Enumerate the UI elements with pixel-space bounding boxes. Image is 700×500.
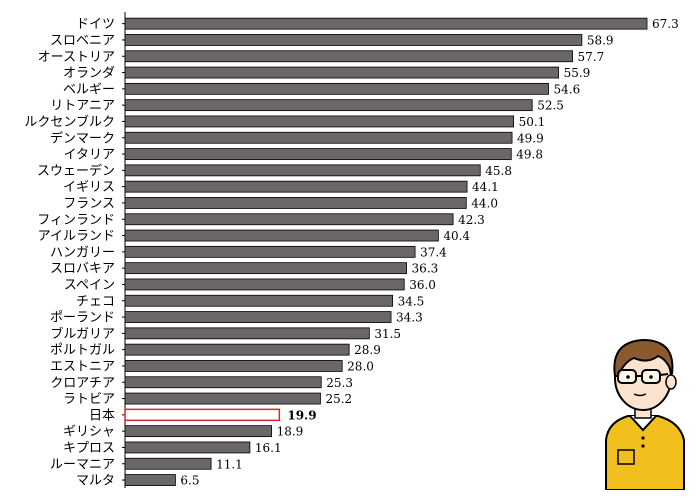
bar-24	[124, 408, 281, 422]
category-label-11: フランス	[63, 196, 115, 211]
category-label-16: スペイン	[64, 278, 115, 293]
bar-2	[124, 50, 573, 63]
value-label-20: 28.9	[354, 343, 381, 357]
value-label-18: 34.3	[396, 311, 423, 325]
category-label-4: ベルギー	[63, 82, 115, 97]
value-label-24: 19.9	[287, 408, 316, 422]
category-label-21: エストニア	[50, 359, 115, 374]
bar-7	[124, 131, 513, 144]
category-label-27: ルーマニア	[50, 457, 115, 472]
category-label-3: オランダ	[63, 66, 115, 81]
value-label-7: 49.9	[517, 131, 544, 145]
value-label-1: 58.9	[587, 33, 614, 47]
value-labels: 67.3 58.9 57.7 55.9 54.6 52.5 50.1 49.9 49.8 45.8…	[180, 17, 678, 487]
category-label-2: オーストリア	[38, 50, 115, 65]
value-label-6: 50.1	[519, 115, 546, 129]
value-label-4: 54.6	[553, 82, 580, 96]
value-label-10: 44.1	[472, 180, 499, 194]
category-label-0: ドイツ	[76, 17, 115, 32]
category-label-5: リトアニア	[50, 99, 115, 114]
value-label-26: 16.1	[255, 441, 282, 455]
category-label-17: チェコ	[76, 294, 115, 309]
bar-28	[124, 474, 176, 486]
value-label-11: 44.0	[471, 196, 498, 210]
bar-11	[124, 197, 467, 209]
category-label-1: スロベニア	[50, 33, 115, 48]
category-label-8: イタリア	[64, 148, 115, 163]
category-label-9: スウェーデン	[37, 163, 115, 179]
category-label-28: マルタ	[76, 474, 115, 489]
bar-1	[124, 34, 583, 46]
bar-16	[124, 278, 405, 291]
category-label-15: スロバキア	[50, 262, 115, 277]
value-label-0: 67.3	[652, 17, 679, 31]
bar-17	[124, 294, 393, 307]
bar-27	[124, 457, 212, 470]
bar-12	[124, 213, 454, 226]
bar-23	[124, 392, 321, 405]
bar-9	[124, 164, 481, 177]
value-label-14: 37.4	[420, 245, 447, 259]
bar-20	[124, 343, 350, 356]
value-label-28: 6.5	[180, 474, 199, 488]
bar-4	[124, 82, 549, 95]
category-label-12: フィンランド	[37, 213, 115, 228]
value-label-22: 25.3	[326, 376, 353, 390]
category-label-23: ラトビア	[63, 392, 115, 407]
value-label-21: 28.0	[347, 359, 374, 373]
value-label-5: 52.5	[537, 99, 564, 113]
y-axis-ticks	[122, 23, 125, 481]
bars-group	[124, 17, 648, 486]
category-label-25: ギリシャ	[63, 425, 115, 440]
category-label-22: クロアチア	[50, 376, 115, 391]
value-label-27: 11.1	[216, 457, 243, 471]
value-label-25: 18.9	[277, 425, 304, 439]
value-label-17: 34.5	[398, 294, 425, 308]
bar-0	[124, 17, 648, 30]
bar-25	[124, 425, 272, 438]
category-label-24: 日本	[89, 408, 115, 423]
bar-6	[124, 115, 514, 128]
bar-10	[124, 180, 468, 193]
value-label-23: 25.2	[325, 392, 352, 406]
value-label-15: 36.3	[412, 262, 439, 276]
category-label-7: デンマーク	[50, 130, 115, 146]
category-labels: ドイツスロベニアオーストリアオランダベルギーリトアニアルクセンブルクデンマークイ…	[24, 17, 115, 488]
value-label-12: 42.3	[458, 213, 485, 227]
category-label-18: ポーランド	[50, 311, 115, 326]
category-label-19: ブルガリア	[50, 326, 115, 342]
bar-26	[124, 441, 251, 454]
category-label-20: ポルトガル	[50, 343, 115, 358]
bar-3	[124, 66, 559, 79]
bar-15	[124, 262, 407, 275]
value-label-9: 45.8	[485, 164, 512, 178]
boy-with-glasses-icon	[605, 338, 685, 490]
bar-8	[124, 148, 512, 160]
value-label-8: 49.8	[516, 148, 543, 162]
category-label-10: イギリス	[63, 180, 115, 195]
category-label-6: ルクセンブルク	[24, 114, 115, 130]
value-label-16: 36.0	[409, 278, 436, 292]
value-label-13: 40.4	[443, 229, 470, 243]
category-label-13: アイルランド	[38, 229, 115, 244]
value-label-19: 31.5	[374, 327, 401, 341]
bar-19	[124, 327, 370, 340]
bar-18	[124, 311, 392, 323]
category-label-14: ハンガリー	[50, 245, 115, 260]
bar-13	[124, 229, 439, 242]
bar-21	[124, 360, 343, 372]
value-label-3: 55.9	[564, 66, 591, 80]
bar-5	[124, 99, 533, 112]
bar-14	[124, 245, 416, 258]
bar-22	[124, 376, 322, 389]
category-label-26: キプロス	[63, 441, 115, 456]
value-label-2: 57.7	[578, 50, 605, 64]
